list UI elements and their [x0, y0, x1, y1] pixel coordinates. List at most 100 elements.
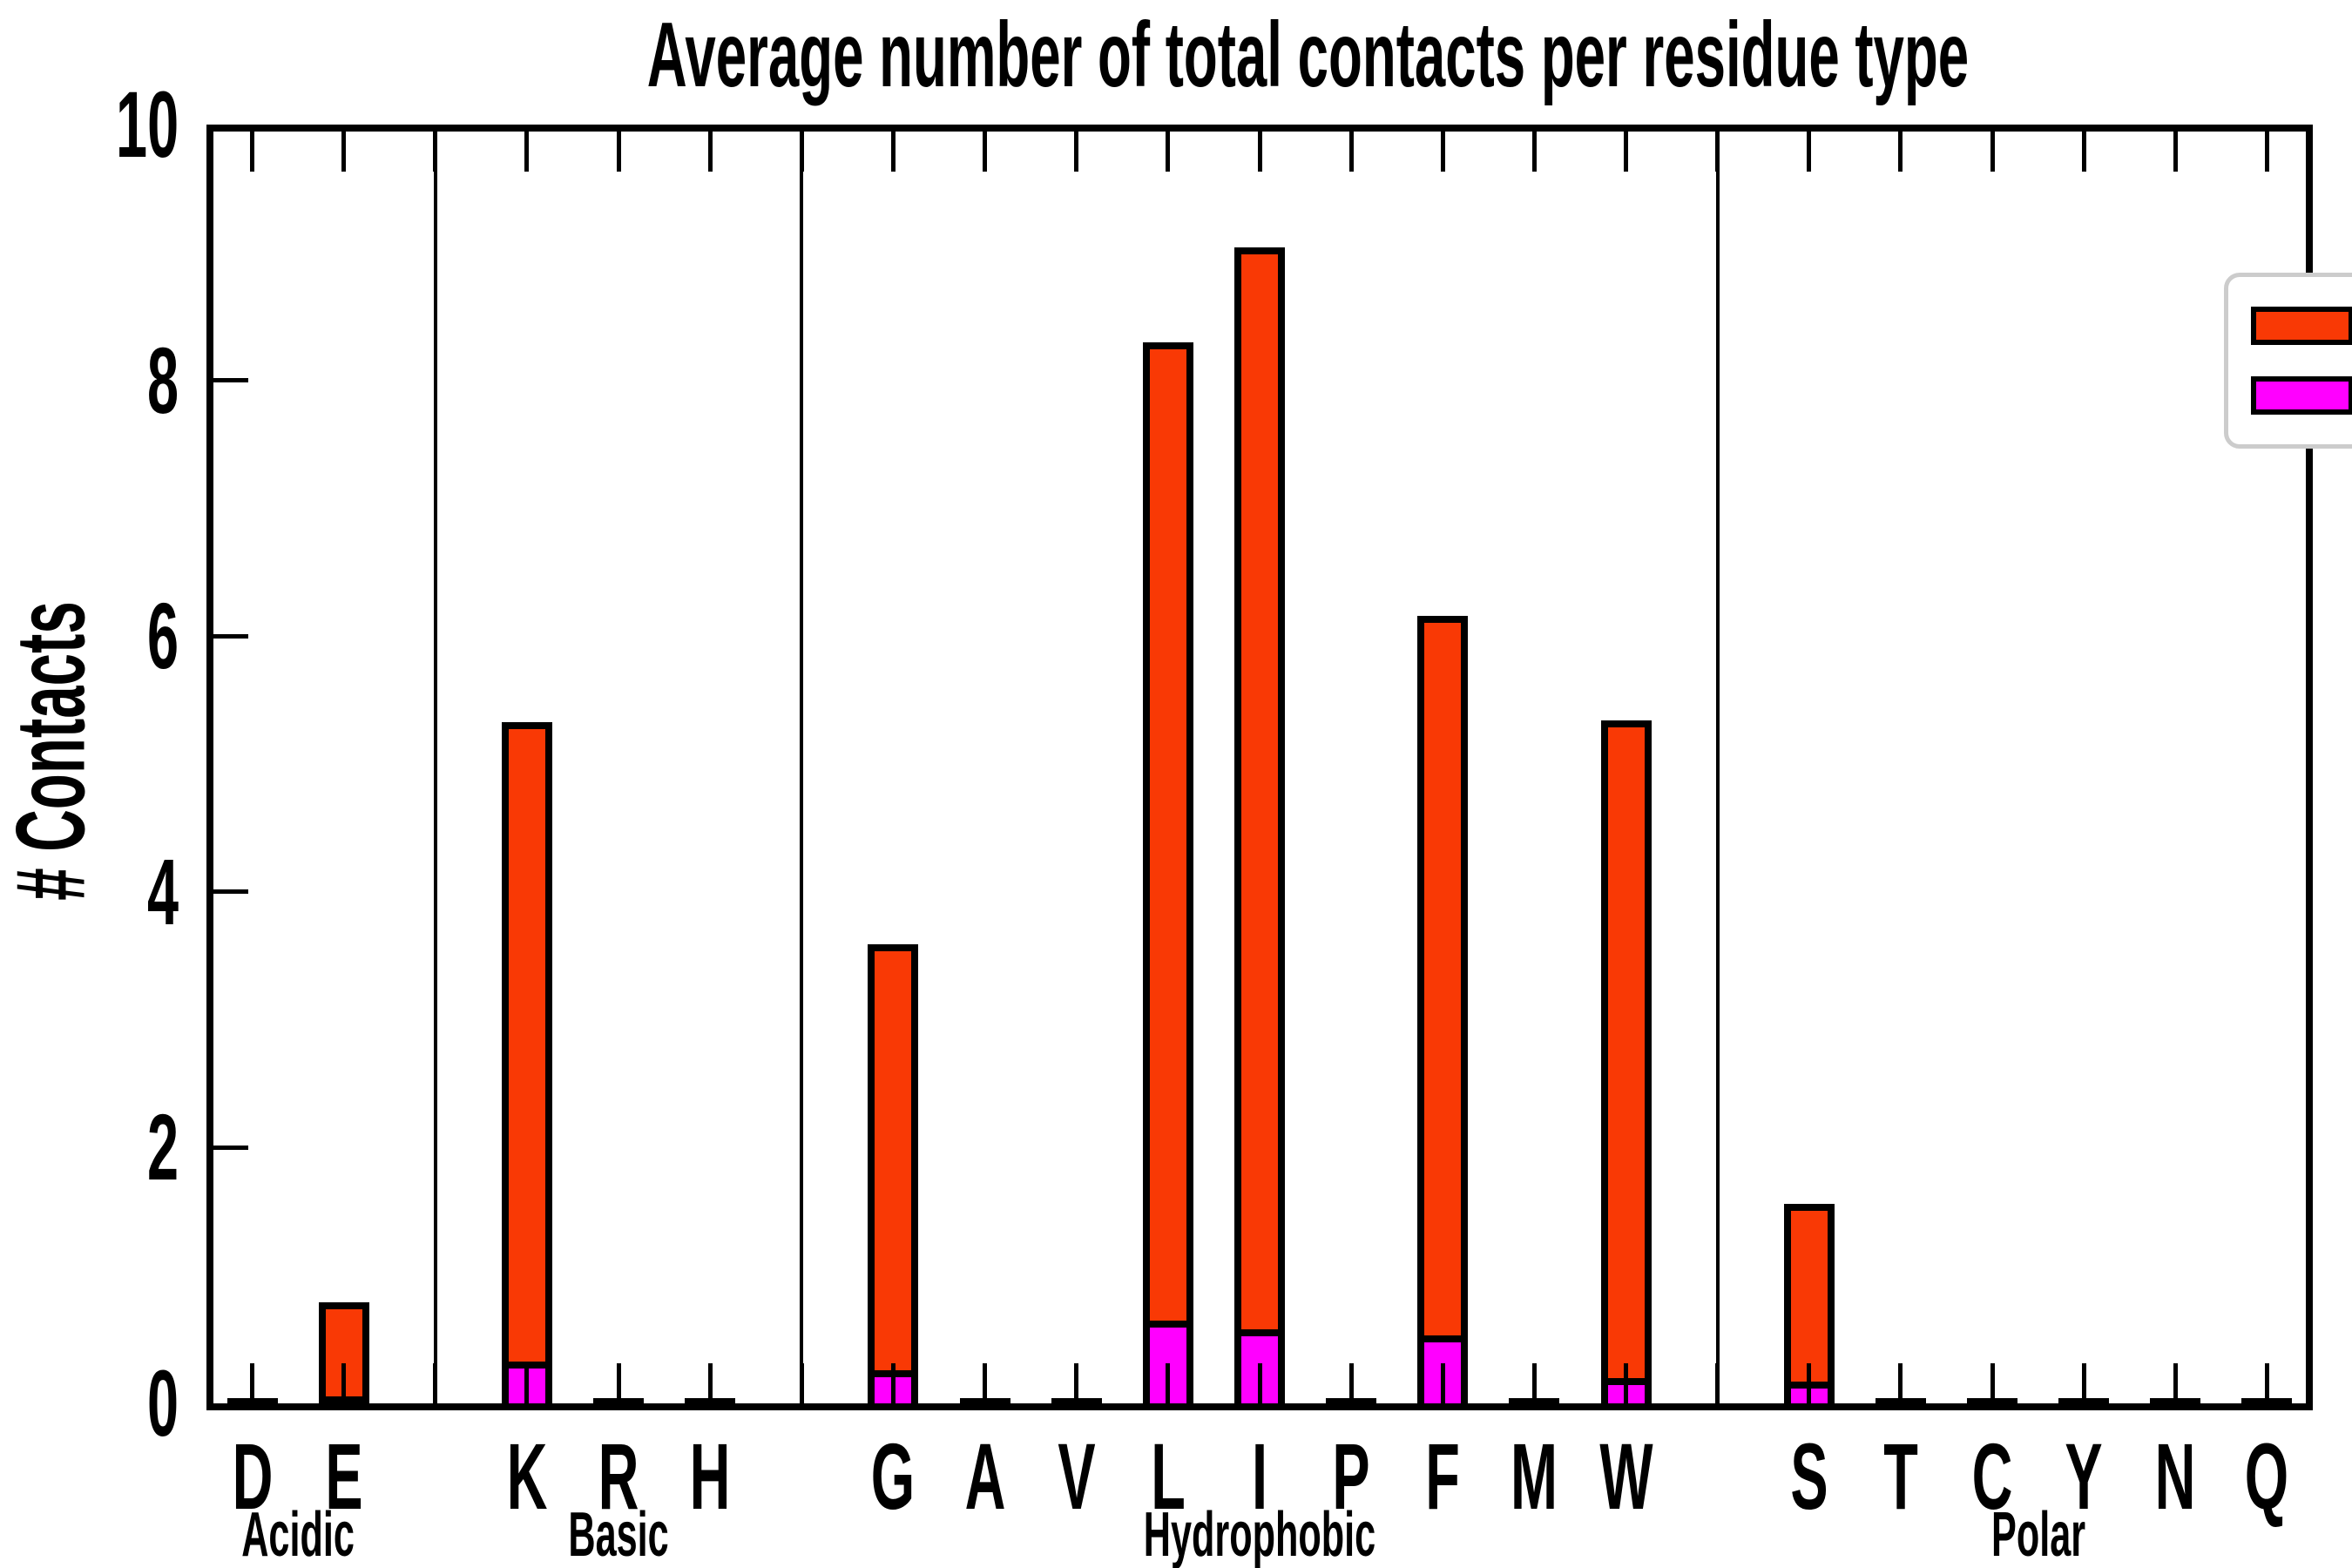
legend-item-pope: POPE	[2251, 368, 2352, 423]
y-tick-label-8: 8	[146, 327, 179, 433]
bar-L	[1142, 342, 1193, 1403]
y-tick-label-0: 0	[146, 1350, 179, 1456]
x-tick-bottom	[1715, 1363, 1720, 1403]
x-tick-label-N: N	[2154, 1423, 2196, 1529]
x-tick-label-I: I	[1251, 1423, 1267, 1529]
x-tick-label-G: G	[871, 1423, 916, 1529]
x-tick-top	[1624, 132, 1629, 172]
popg-swatch	[2251, 307, 2352, 345]
pope-swatch	[2251, 376, 2352, 415]
legend-item-popg: POPG	[2251, 298, 2352, 354]
axis-right	[2306, 125, 2313, 1410]
x-tick-label-E: E	[325, 1423, 363, 1529]
x-tick-label-R: R	[598, 1423, 639, 1529]
x-tick-label-H: H	[689, 1423, 731, 1529]
bar-I	[1234, 247, 1285, 1403]
x-tick-top	[890, 132, 896, 172]
plot-area: POPG POPE	[206, 125, 2352, 1410]
group-label-polar: Polar	[1990, 1500, 2085, 1568]
x-tick-bottom	[341, 1363, 347, 1403]
x-tick-label-T: T	[1883, 1423, 1918, 1529]
x-tick-label-M: M	[1511, 1423, 1558, 1529]
x-tick-top	[433, 132, 438, 172]
bar-K	[501, 722, 552, 1403]
y-tick-6	[213, 633, 248, 639]
x-tick-top	[2173, 132, 2178, 172]
x-tick-top	[799, 132, 804, 172]
x-tick-bottom	[1257, 1363, 1262, 1403]
x-tick-bottom	[1624, 1363, 1629, 1403]
x-tick-top	[524, 132, 530, 172]
x-tick-bottom	[890, 1363, 896, 1403]
x-tick-top	[1348, 132, 1354, 172]
axis-top	[206, 125, 2313, 132]
x-tick-top	[1440, 132, 1445, 172]
x-tick-label-P: P	[1332, 1423, 1370, 1529]
bar-G	[868, 944, 919, 1403]
x-tick-label-L: L	[1151, 1423, 1186, 1529]
x-tick-bottom	[1166, 1363, 1171, 1403]
axis-bottom	[206, 1403, 2313, 1410]
x-tick-bottom	[433, 1363, 438, 1403]
y-tick-8	[213, 378, 248, 383]
x-tick-bottom	[1531, 1363, 1537, 1403]
y-tick-2	[213, 1145, 248, 1150]
x-tick-label-F: F	[1425, 1423, 1461, 1529]
x-tick-bottom	[2264, 1363, 2269, 1403]
x-tick-bottom	[524, 1363, 530, 1403]
x-tick-bottom	[983, 1363, 988, 1403]
group-label-acidic: Acidic	[241, 1500, 355, 1568]
x-tick-top	[2264, 132, 2269, 172]
x-tick-top	[707, 132, 713, 172]
group-label-basic: Basic	[568, 1500, 669, 1568]
axis-left	[206, 125, 213, 1410]
x-tick-bottom	[799, 1363, 804, 1403]
x-tick-top	[341, 132, 347, 172]
x-tick-top	[1531, 132, 1537, 172]
x-tick-bottom	[1990, 1363, 1995, 1403]
x-tick-top	[1898, 132, 1903, 172]
group-divider	[1715, 125, 1720, 1410]
x-tick-top	[250, 132, 255, 172]
bar-W	[1600, 720, 1652, 1403]
x-tick-bottom	[707, 1363, 713, 1403]
x-tick-label-V: V	[1058, 1423, 1096, 1529]
x-tick-top	[2081, 132, 2086, 172]
x-tick-label-Y: Y	[2065, 1423, 2103, 1529]
x-tick-top	[1807, 132, 1812, 172]
x-tick-label-K: K	[506, 1423, 548, 1529]
x-tick-bottom	[1898, 1363, 1903, 1403]
chart-title: Average number of total contacts per res…	[646, 3, 1970, 106]
x-tick-bottom	[1440, 1363, 1445, 1403]
x-tick-label-W: W	[1598, 1423, 1653, 1529]
group-label-hydrophobic: Hydrophobic	[1143, 1500, 1376, 1568]
y-tick-label-10: 10	[115, 71, 179, 177]
group-divider	[800, 125, 804, 1410]
x-tick-bottom	[616, 1363, 621, 1403]
x-tick-bottom	[2081, 1363, 2086, 1403]
x-tick-label-S: S	[1790, 1423, 1828, 1529]
x-tick-top	[1990, 132, 1995, 172]
x-tick-label-C: C	[1971, 1423, 2013, 1529]
bar-F	[1417, 616, 1469, 1403]
x-tick-top	[1715, 132, 1720, 172]
x-tick-top	[983, 132, 988, 172]
x-tick-top	[1166, 132, 1171, 172]
x-tick-bottom	[2173, 1363, 2178, 1403]
x-tick-bottom	[1074, 1363, 1079, 1403]
x-tick-bottom	[1807, 1363, 1812, 1403]
x-tick-bottom	[1348, 1363, 1354, 1403]
x-tick-label-A: A	[964, 1423, 1005, 1529]
group-divider	[433, 125, 437, 1410]
x-tick-top	[1074, 132, 1079, 172]
y-tick-label-2: 2	[146, 1094, 179, 1200]
x-tick-top	[616, 132, 621, 172]
x-tick-label-Q: Q	[2245, 1423, 2289, 1529]
y-tick-label-4: 4	[146, 838, 179, 944]
x-tick-bottom	[250, 1363, 255, 1403]
y-tick-4	[213, 889, 248, 895]
x-tick-label-D: D	[232, 1423, 273, 1529]
x-tick-top	[1257, 132, 1262, 172]
legend: POPG POPE	[2224, 273, 2352, 449]
